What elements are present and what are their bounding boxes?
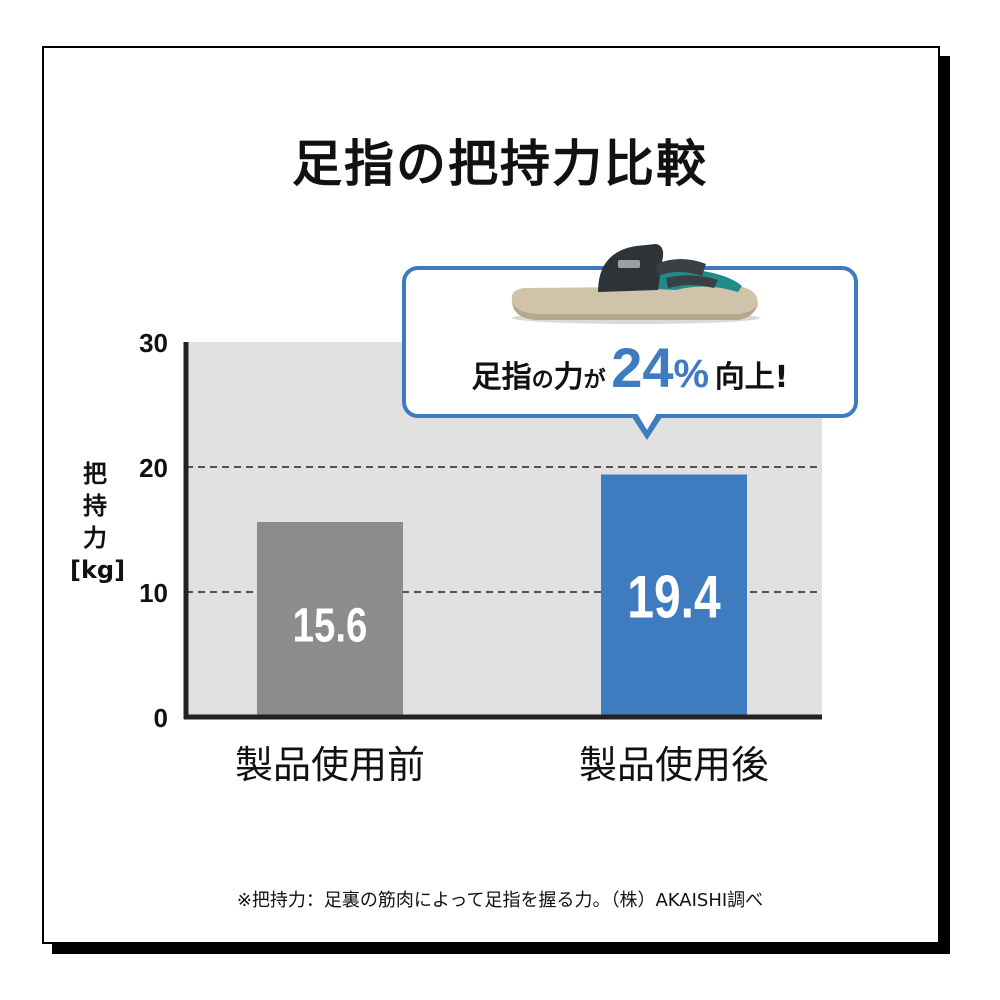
x-tick-label: 製品使用後 [579, 743, 769, 787]
callout-word: 足指 [471, 360, 532, 395]
callout-particle: が [583, 368, 606, 393]
callout-word: 力 [553, 360, 584, 395]
callout-percent-sign: % [673, 352, 710, 396]
y-axis-label-char: 把 [83, 460, 107, 488]
chart-title: 足指の把持力比較 [292, 135, 708, 193]
y-tick-label: 10 [139, 578, 168, 608]
callout-text: 足指の力が 24% 向上! [402, 335, 858, 400]
y-axis-label-unit: [kg] [70, 556, 126, 584]
callout-tail-fill [635, 410, 659, 430]
y-axis-label-char: 力 [83, 524, 107, 552]
y-axis-label-char: 持 [83, 492, 107, 520]
y-tick-label: 0 [154, 703, 168, 733]
callout-word: 向上! [714, 360, 789, 395]
callout-particle: の [531, 368, 554, 393]
bar [257, 522, 403, 717]
y-axis-label: 把 持 力 [kg] [70, 458, 126, 586]
bar-value-label: 15.6 [293, 600, 368, 653]
y-tick-label: 30 [139, 328, 168, 358]
bar-value-label: 19.4 [627, 564, 720, 631]
bar [601, 474, 747, 717]
x-tick-label: 製品使用前 [235, 743, 425, 787]
callout-percentage-value: 24 [611, 336, 674, 399]
sandal-image [511, 244, 760, 324]
footnote: ※把持力：足裏の筋肉によって足指を握る力。（株）AKAISHI調べ [236, 890, 764, 911]
y-tick-label: 20 [139, 453, 168, 483]
